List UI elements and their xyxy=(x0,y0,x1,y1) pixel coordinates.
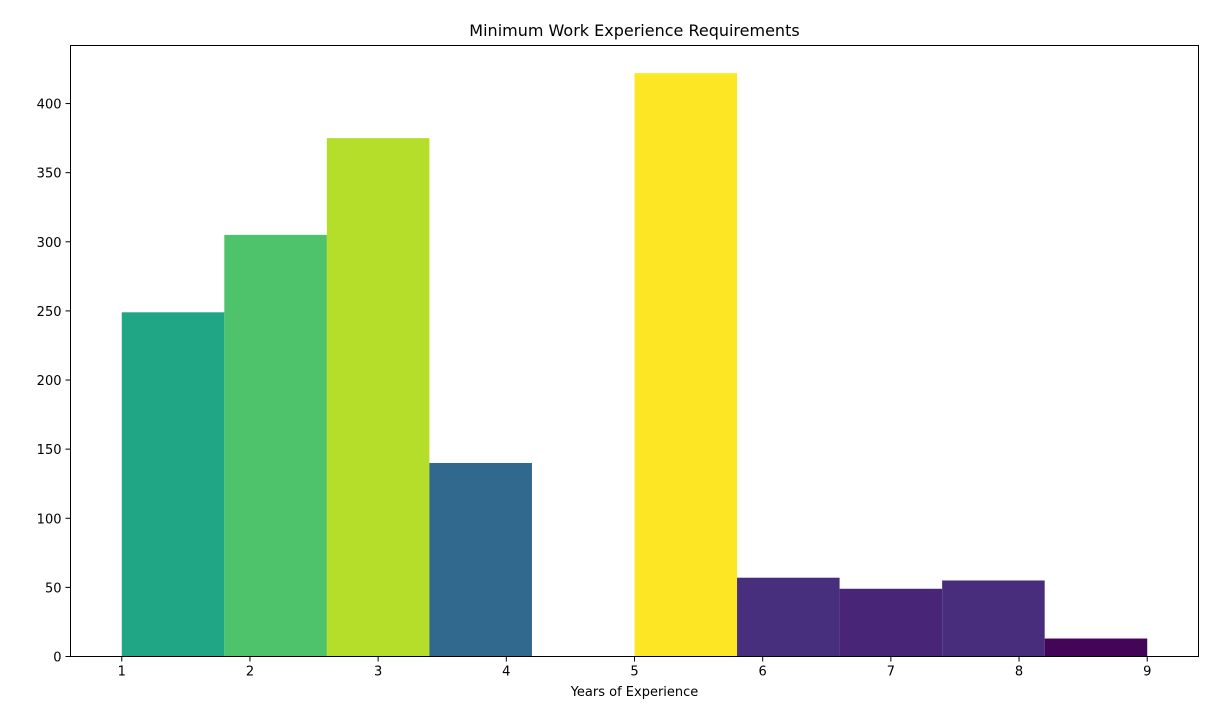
bar-7 xyxy=(737,577,840,657)
bar-1 xyxy=(121,312,225,657)
y-tick-label: 150 xyxy=(37,443,62,458)
x-tick-label: 4 xyxy=(502,665,510,680)
x-axis-ticks: 1 2 3 4 5 6 7 8 9 xyxy=(118,656,1151,680)
x-tick-label: 2 xyxy=(246,665,254,680)
x-tick-label: 9 xyxy=(1143,665,1151,680)
x-axis-label: Years of Experience xyxy=(570,685,699,700)
bars-group xyxy=(121,73,1148,657)
y-tick-label: 50 xyxy=(45,581,62,596)
x-tick-label: 6 xyxy=(759,665,767,680)
x-tick-label: 5 xyxy=(630,665,638,680)
bar-3 xyxy=(326,138,430,657)
bar-9 xyxy=(942,580,1045,657)
y-tick-label: 200 xyxy=(37,374,62,389)
chart-title: Minimum Work Experience Requirements xyxy=(469,21,799,40)
x-tick-label: 1 xyxy=(118,665,126,680)
x-tick-label: 8 xyxy=(1015,665,1023,680)
x-tick-label: 3 xyxy=(374,665,382,680)
y-tick-label: 400 xyxy=(37,98,62,113)
bar-2 xyxy=(224,234,327,657)
bar-8 xyxy=(839,588,943,657)
y-tick-label: 100 xyxy=(37,512,62,527)
bar-6 xyxy=(634,73,738,657)
x-tick-label: 7 xyxy=(887,665,895,680)
y-tick-label: 0 xyxy=(53,651,61,666)
y-axis-ticks: 0 50 100 150 200 250 300 350 400 xyxy=(37,98,71,666)
bar-4 xyxy=(429,462,532,657)
y-tick-label: 350 xyxy=(37,167,62,182)
y-tick-label: 250 xyxy=(37,305,62,320)
bar-10 xyxy=(1044,638,1148,657)
y-tick-label: 300 xyxy=(37,236,62,251)
